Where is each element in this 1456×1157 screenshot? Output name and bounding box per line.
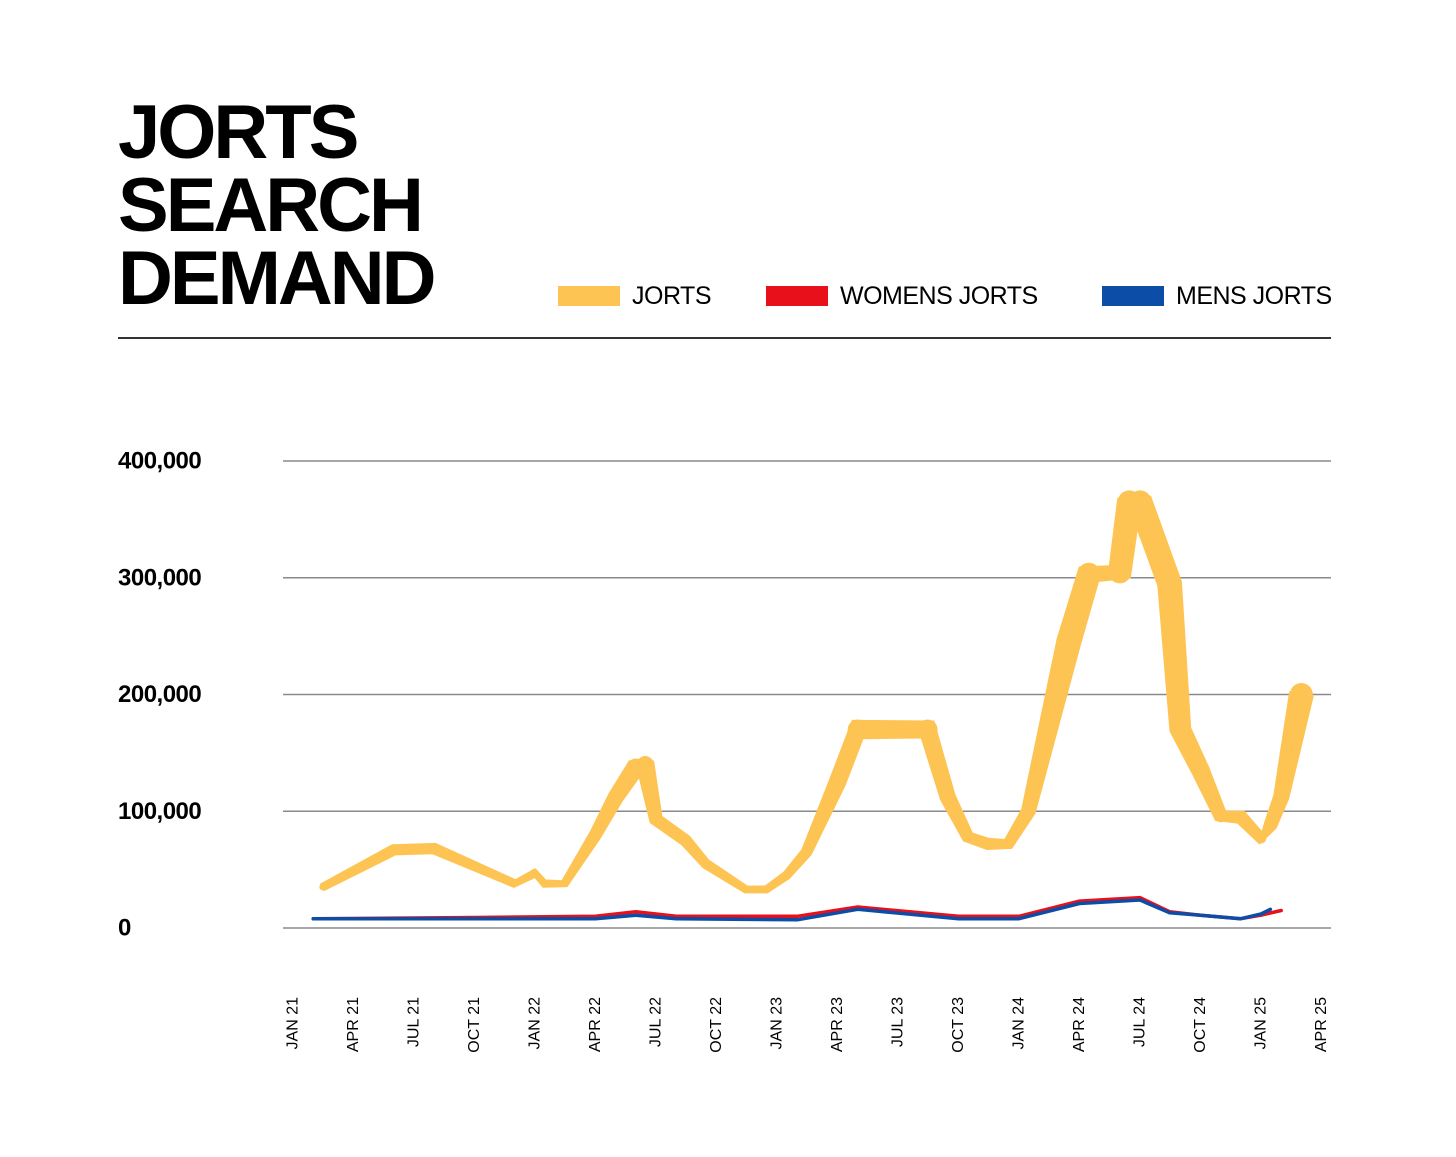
series-jorts-point [1214,809,1227,823]
series-jorts-point [982,838,994,850]
series-mens-jorts-line [311,898,1273,922]
x-tick-label: APR 22 [587,997,604,1052]
legend: JORTS WOMENS JORTS MENS JORTS [558,278,1358,314]
series-jorts-point [940,790,955,805]
legend-label: WOMENS JORTS [840,281,1038,310]
series-jorts-point [1077,562,1101,586]
chart-title: JORTS SEARCH DEMAND [118,90,437,321]
x-tick-label: APR 23 [829,997,846,1052]
series-jorts-point [636,756,654,774]
title-line: DEMAND [118,236,437,321]
y-axis-ticks: 0 100,000 200,000 300,000 400,000 [118,448,202,942]
series-jorts-point [590,829,601,841]
series-jorts-point [429,843,440,854]
series-jorts-point [1289,683,1313,706]
series-jorts-point [1003,838,1014,850]
series-jorts-point [1274,790,1289,805]
x-tick-label: JAN 25 [1253,997,1270,1050]
y-tick-label: 300,000 [118,564,201,591]
series-jorts-point [962,831,974,843]
x-axis-ticks: JAN 21 APR 21 JUL 21 OCT 21 JAN 22 APR 22 JUL … [285,997,1331,1053]
series-jorts-point [742,886,750,893]
legend-item-jorts: JORTS [558,278,712,314]
x-tick-label: JUL 21 [406,997,423,1047]
y-tick-label: 400,000 [118,448,201,475]
series-jorts-point [1128,490,1152,514]
y-tick-label: 100,000 [118,798,201,825]
series-jorts-point [511,880,519,888]
series-jorts-point [1234,810,1248,824]
series-jorts-point [1057,630,1081,654]
series-jorts-point [847,719,868,740]
x-tick-label: JAN 22 [527,997,544,1050]
series-jorts-point [1192,762,1209,779]
x-tick-label: JAN 23 [769,997,786,1050]
title-line: JORTS [118,90,359,175]
legend-item-mens-jorts: MENS JORTS [1102,278,1332,314]
title-line: SEARCH [118,163,424,248]
legend-label: MENS JORTS [1176,281,1332,310]
x-tick-label: OCT 23 [950,997,967,1053]
series-jorts-point [608,790,623,805]
series-jorts-point [1264,819,1277,832]
y-tick-label: 200,000 [118,681,201,708]
series-jorts-point [763,886,770,893]
series-jorts-point [531,869,539,877]
legend-swatch [558,286,620,306]
x-tick-label: JAN 21 [285,997,302,1050]
series-jorts-point [1021,804,1035,818]
x-tick-label: JUL 22 [648,997,665,1047]
series-jorts-point [541,880,548,888]
x-tick-label: OCT 24 [1192,997,1209,1053]
series-jorts-point [1158,572,1182,596]
series-jorts-line [320,495,1314,894]
x-tick-label: APR 25 [1313,997,1330,1052]
legend-item-womens-jorts: WOMENS JORTS [766,278,1038,314]
header-divider [118,337,1331,339]
legend-swatch [766,286,828,306]
series-jorts-point [319,883,326,891]
y-tick-label: 0 [118,915,131,942]
x-tick-label: JUL 23 [890,997,907,1047]
x-tick-label: APR 21 [345,997,362,1052]
series-jorts-point [1255,832,1267,844]
x-tick-label: JUL 24 [1132,997,1149,1047]
series-jorts-point [561,880,568,888]
series-lines [311,490,1314,922]
series-jorts-point [388,844,399,855]
series-jorts-point [701,859,710,869]
x-tick-label: OCT 21 [466,997,483,1053]
legend-label: JORTS [632,281,712,310]
series-jorts-point [1108,560,1132,584]
x-tick-label: OCT 22 [708,997,725,1053]
series-jorts-point [649,813,663,826]
legend-swatch [1102,286,1164,306]
series-jorts-point [782,871,791,880]
series-jorts-point [917,719,938,740]
series-jorts-point [1170,719,1191,740]
series-jorts-point [680,835,691,846]
series-jorts-point [801,847,812,857]
x-tick-label: JAN 24 [1011,997,1028,1050]
x-tick-label: APR 24 [1071,997,1088,1052]
series-jorts-point [829,774,846,790]
